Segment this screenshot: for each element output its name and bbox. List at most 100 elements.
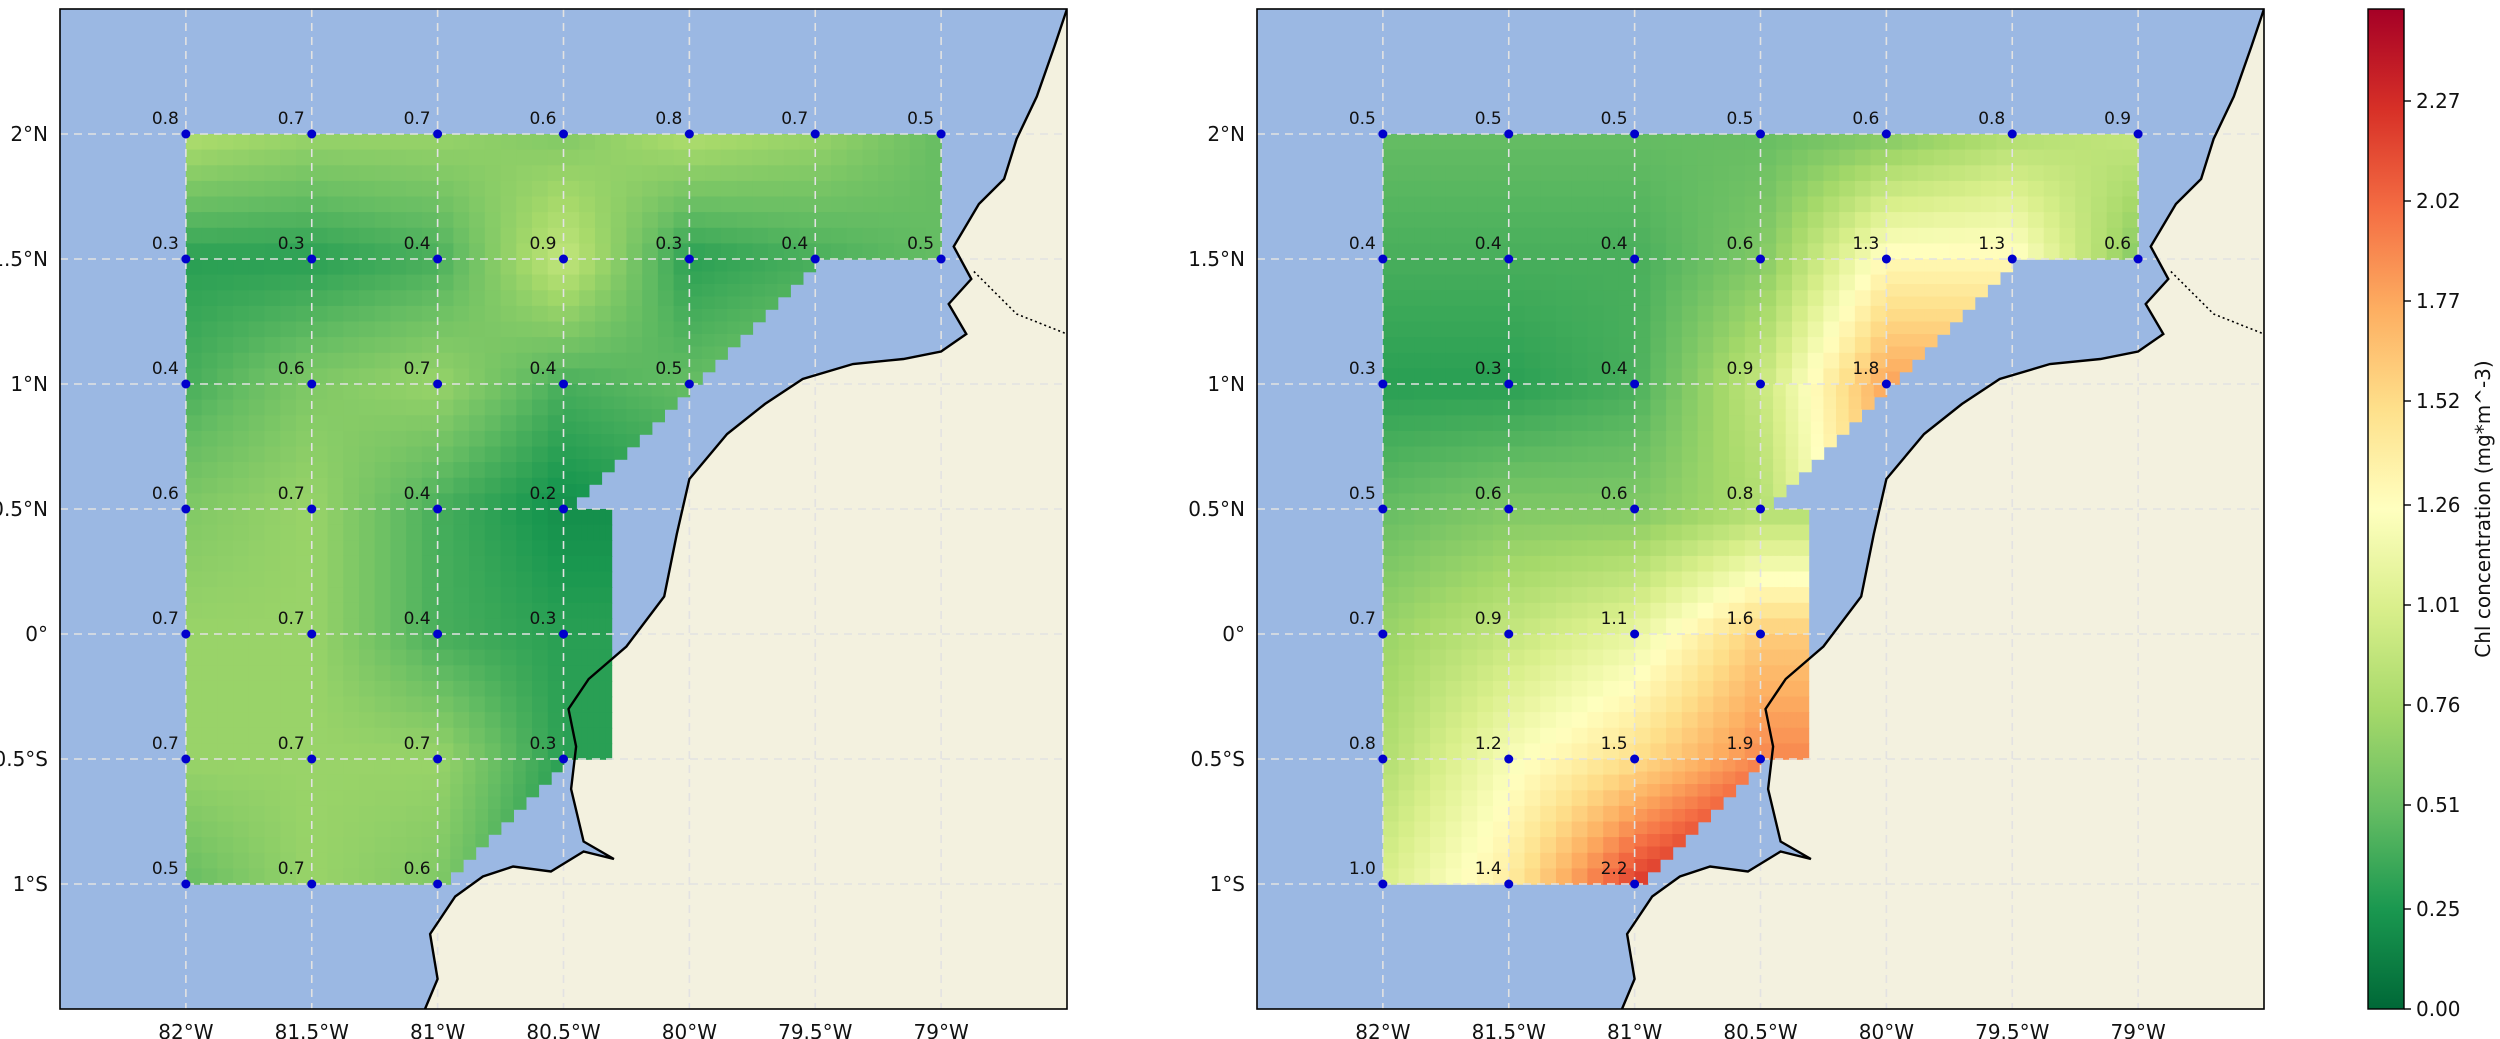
station-value-label: 0.8 xyxy=(655,109,682,129)
station-marker xyxy=(1756,754,1765,764)
station-value-label: 0.3 xyxy=(152,234,179,254)
station-marker xyxy=(1378,379,1388,389)
lat-tick-label: 0° xyxy=(25,622,48,646)
lat-tick-label: 0.5°N xyxy=(0,497,48,521)
station-value-label: 0.7 xyxy=(404,359,431,379)
station-marker xyxy=(810,129,820,139)
station-marker xyxy=(1504,879,1514,889)
station-value-label: 0.6 xyxy=(1726,234,1753,254)
colorbar-label: Chl concentration (mg*m^-3) xyxy=(2471,360,2495,657)
colorbar-tick-label: 0.76 xyxy=(2416,693,2461,717)
station-marker xyxy=(1630,129,1640,139)
lon-tick-label: 79.5°W xyxy=(1975,1020,2050,1039)
station-value-label: 1.4 xyxy=(1475,859,1502,879)
station-value-label: 0.5 xyxy=(655,359,682,379)
station-marker xyxy=(1504,379,1514,389)
station-value-label: 0.3 xyxy=(655,234,682,254)
station-value-label: 0.7 xyxy=(152,734,179,754)
colorbar-tick-label: 1.52 xyxy=(2416,389,2461,413)
station-value-label: 0.4 xyxy=(1601,359,1628,379)
station-marker xyxy=(1378,254,1388,264)
station-value-label: 0.5 xyxy=(1475,109,1502,129)
lat-tick-label: 2°N xyxy=(10,122,48,146)
lon-tick-label: 80°W xyxy=(1859,1020,1914,1039)
station-value-label: 0.9 xyxy=(529,234,556,254)
lat-tick-label: 1.5°N xyxy=(0,247,48,271)
colorbar-tick-label: 2.02 xyxy=(2416,189,2461,213)
station-marker xyxy=(2007,129,2017,139)
lon-tick-label: 79°W xyxy=(914,1020,969,1039)
lon-tick-label: 81°W xyxy=(1607,1020,1662,1039)
station-marker xyxy=(559,629,568,639)
station-marker xyxy=(1756,629,1765,639)
colorbar-tick-label: 0.25 xyxy=(2416,897,2461,921)
station-value-label: 1.0 xyxy=(1349,859,1376,879)
lat-tick-label: 1°S xyxy=(13,872,48,896)
station-marker xyxy=(181,629,191,639)
station-value-label: 0.5 xyxy=(907,234,934,254)
station-marker xyxy=(1756,254,1765,264)
station-marker xyxy=(1504,504,1514,514)
lat-tick-label: 0.5°S xyxy=(0,747,48,771)
station-value-label: 0.8 xyxy=(1726,484,1753,504)
station-marker xyxy=(2133,129,2143,139)
station-marker xyxy=(1378,504,1388,514)
station-value-label: 0.6 xyxy=(1475,484,1502,504)
lat-tick-label: 1°N xyxy=(1207,372,1245,396)
station-marker xyxy=(433,754,443,764)
station-marker xyxy=(684,379,694,389)
colorbar: 0.00 0.25 0.51 0.76 1.01 1.26 1.52 1.77 2.02 2.27… xyxy=(2367,8,2495,1021)
station-marker xyxy=(684,129,694,139)
station-layer: 0.8 0.7 0.7 0.6 0.8 0.7 0.5 0.3 0.3 0.4 0.9 0.3 0.4 0… xyxy=(152,109,946,889)
station-marker xyxy=(1881,129,1891,139)
station-marker xyxy=(307,379,317,389)
station-value-label: 0.4 xyxy=(1349,234,1376,254)
station-value-label: 0.5 xyxy=(1601,109,1628,129)
station-marker xyxy=(433,379,443,389)
station-marker xyxy=(307,629,317,639)
map-frame xyxy=(1256,8,2265,1010)
station-marker xyxy=(1881,379,1891,389)
colorbar-gradient xyxy=(2367,8,2405,1010)
station-marker xyxy=(559,129,568,139)
colorbar-tick-label: 0.51 xyxy=(2416,793,2461,817)
station-marker xyxy=(307,254,317,264)
station-marker xyxy=(559,254,568,264)
station-marker xyxy=(1504,254,1514,264)
station-value-label: 0.5 xyxy=(1726,109,1753,129)
colorbar-tick-label: 0.00 xyxy=(2416,997,2461,1021)
country-border xyxy=(973,270,1067,335)
station-marker xyxy=(433,879,443,889)
station-value-label: 0.3 xyxy=(1349,359,1376,379)
station-marker xyxy=(1378,754,1388,764)
lon-tick-label: 80.5°W xyxy=(526,1020,601,1039)
station-value-label: 0.8 xyxy=(1349,734,1376,754)
station-marker xyxy=(1504,629,1514,639)
station-value-label: 0.7 xyxy=(781,109,808,129)
colorbar-tick-label: 1.77 xyxy=(2416,289,2461,313)
station-marker xyxy=(1630,379,1640,389)
station-value-label: 0.7 xyxy=(278,609,305,629)
lat-tick-label: 0.5°S xyxy=(1190,747,1245,771)
station-value-label: 0.5 xyxy=(1349,109,1376,129)
country-border xyxy=(2170,270,2264,335)
station-value-label: 0.4 xyxy=(152,359,179,379)
station-value-label: 0.7 xyxy=(278,859,305,879)
station-marker xyxy=(1756,379,1765,389)
station-value-label: 1.6 xyxy=(1726,609,1753,629)
station-marker xyxy=(307,754,317,764)
station-marker xyxy=(1378,629,1388,639)
station-value-label: 1.3 xyxy=(1978,234,2005,254)
station-value-label: 1.5 xyxy=(1601,734,1628,754)
lon-tick-label: 81.5°W xyxy=(275,1020,350,1039)
station-marker xyxy=(1504,754,1514,764)
station-value-label: 0.4 xyxy=(1475,234,1502,254)
station-marker xyxy=(1630,879,1640,889)
station-marker xyxy=(1881,254,1891,264)
map-panel-left: 0.8 0.7 0.7 0.6 0.8 0.7 0.5 0.3 0.3 0.4 0.9 0.3 0.4 0… xyxy=(0,8,1068,1039)
station-marker xyxy=(936,129,946,139)
station-marker xyxy=(810,254,820,264)
lat-tick-label: 0° xyxy=(1222,622,1245,646)
station-value-label: 0.9 xyxy=(2104,109,2131,129)
station-value-label: 0.4 xyxy=(404,484,431,504)
